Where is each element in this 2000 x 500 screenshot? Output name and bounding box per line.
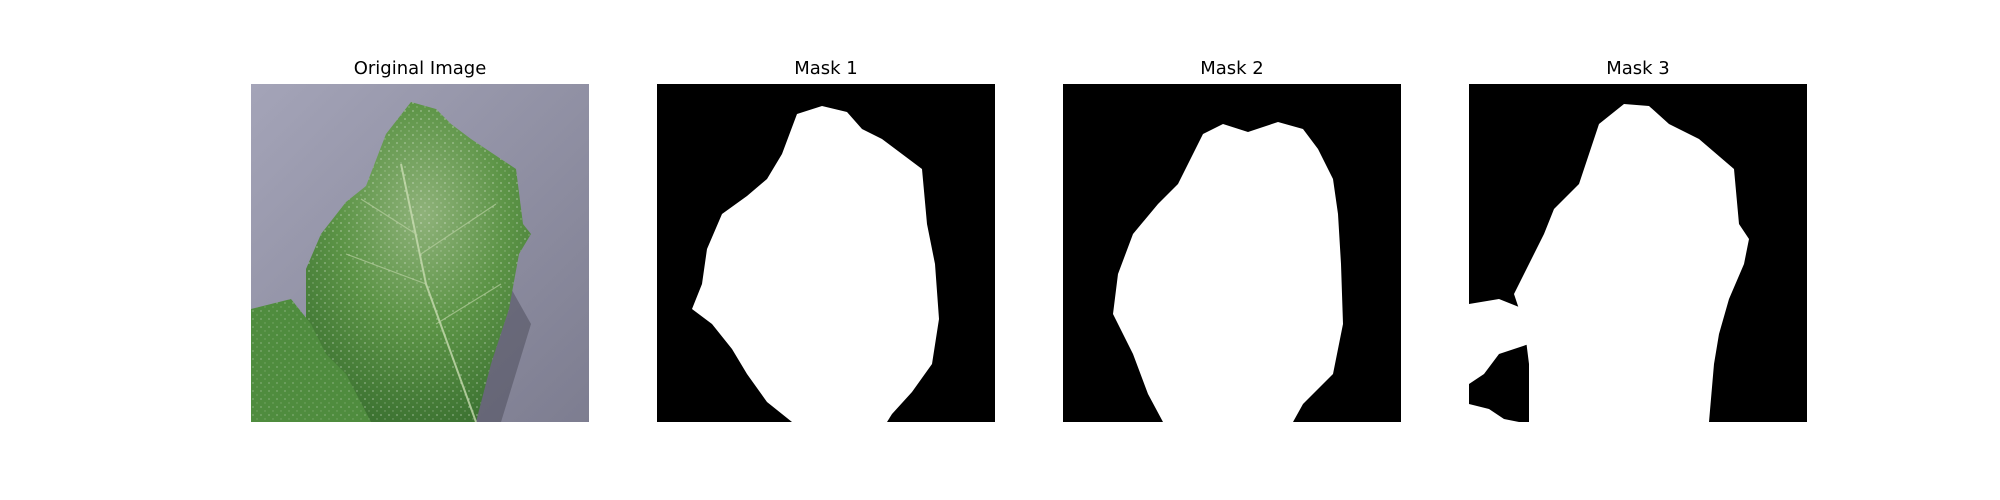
panel-original: Original Image: [251, 0, 589, 500]
panel-mask-3: Mask 3: [1469, 0, 1807, 500]
panel-title-mask-3: Mask 3: [1606, 58, 1670, 79]
mask-2-shape: [1063, 84, 1401, 422]
mask-3-image: [1469, 84, 1807, 422]
panel-mask-1: Mask 1: [657, 0, 995, 500]
mask-2-image: [1063, 84, 1401, 422]
mask-1-shape: [657, 84, 995, 422]
mask-1-image: [657, 84, 995, 422]
original-leaf-image: [251, 84, 589, 422]
panel-title-mask-1: Mask 1: [794, 58, 858, 79]
panel-title-original: Original Image: [353, 58, 487, 79]
mask-3-shape: [1469, 84, 1807, 422]
leaf-photo: [251, 84, 589, 422]
panel-mask-2: Mask 2: [1063, 0, 1401, 500]
panel-title-mask-2: Mask 2: [1200, 58, 1264, 79]
